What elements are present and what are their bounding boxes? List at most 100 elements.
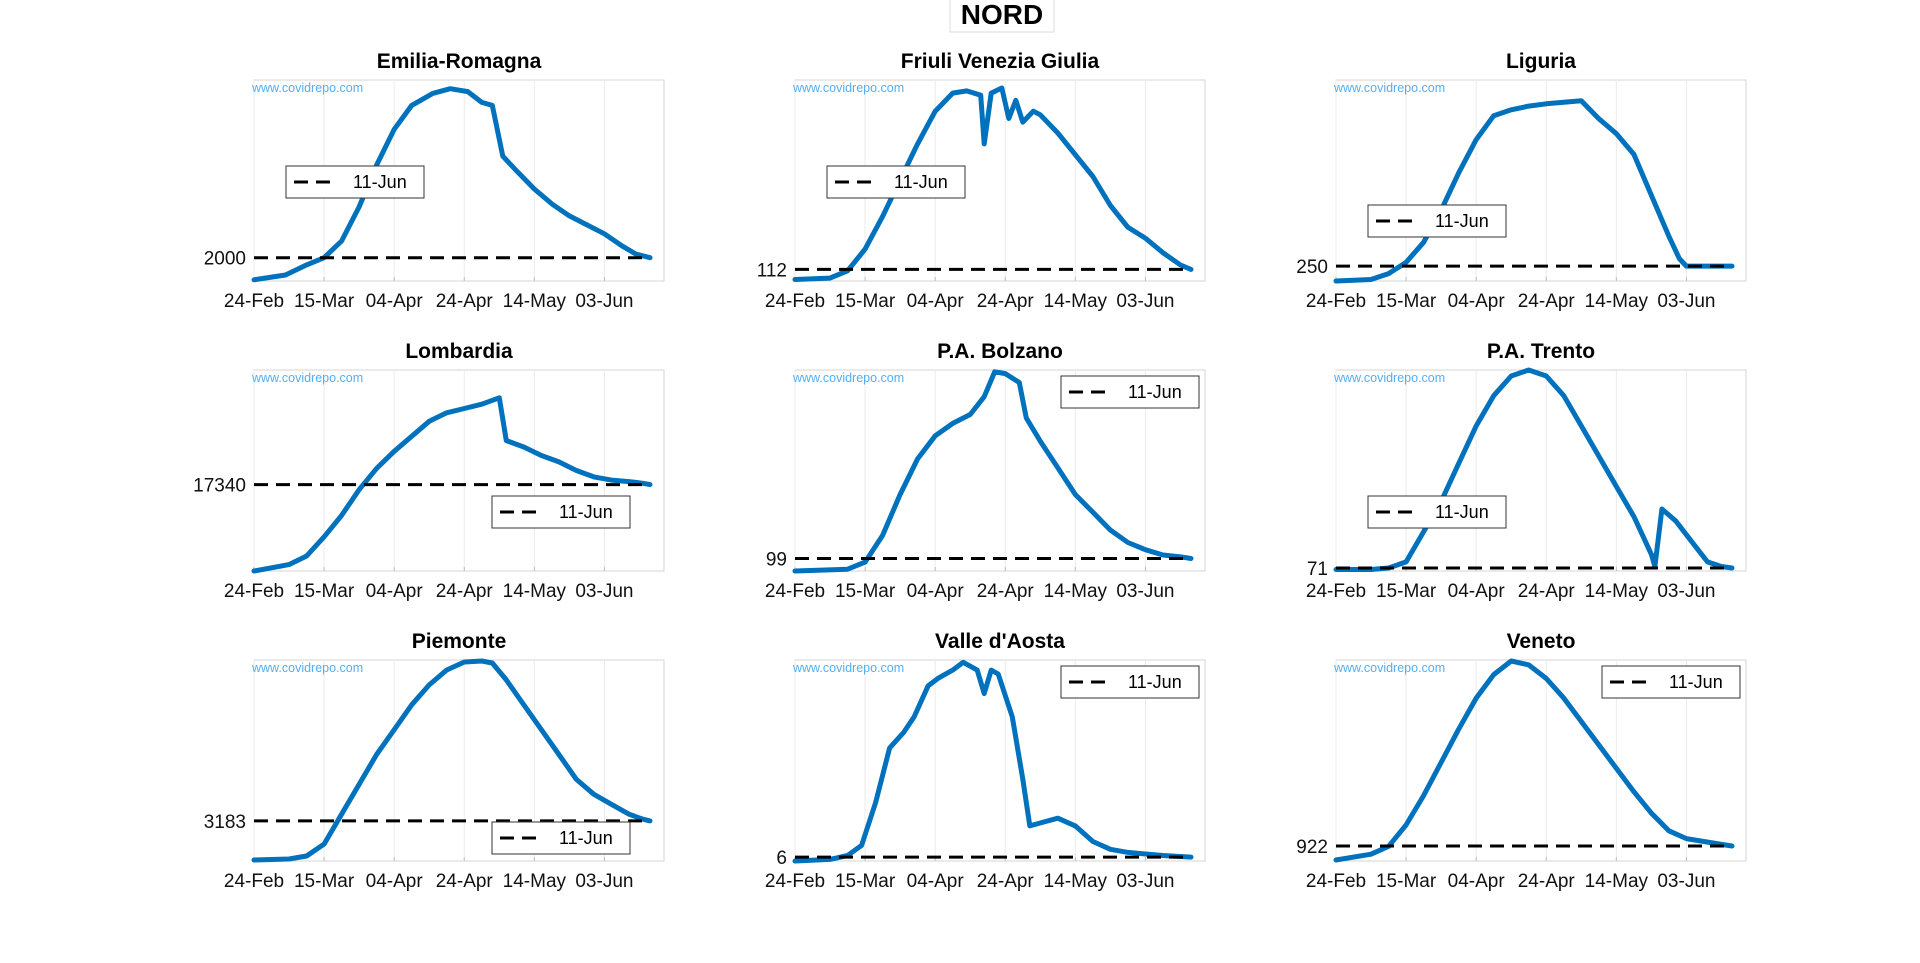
panel-title: P.A. Bolzano: [937, 340, 1063, 363]
panel-lombardia: 24-Feb 15-Mar 04-Apr 24-Apr 14-May 03-Jun 1734…: [193, 340, 665, 602]
legend-label: 11-Jun: [559, 828, 613, 848]
series-line: [1333, 658, 1735, 863]
x-tick-label: 24-Apr: [436, 581, 494, 602]
watermark-text: www.covidrepo.com: [792, 81, 904, 95]
x-tick-label: 14-May: [1044, 581, 1108, 602]
panel-liguria: 24-Feb 15-Mar 04-Apr 24-Apr 14-May 03-Jun 250 w…: [1296, 50, 1747, 312]
x-tick-label: 03-Jun: [1116, 291, 1174, 312]
x-tick-label: 24-Apr: [977, 291, 1035, 312]
legend-label: 11-Jun: [1435, 502, 1489, 522]
x-tick-label: 03-Jun: [575, 581, 633, 602]
x-tick-label: 03-Jun: [1116, 581, 1174, 602]
series-line: [1333, 98, 1735, 284]
x-tick-label: 14-May: [503, 581, 567, 602]
x-tick-label: 15-Mar: [1376, 581, 1437, 602]
x-tick-label: 14-May: [1044, 871, 1108, 892]
watermark-text: www.covidrepo.com: [792, 661, 904, 675]
axes-box: [253, 79, 665, 282]
x-tick-label: 24-Feb: [765, 871, 825, 892]
legend: 11-Jun: [1367, 204, 1507, 238]
x-tick-label: 24-Apr: [1518, 581, 1576, 602]
y-tick-label: 3183: [204, 812, 246, 833]
legend: 11-Jun: [1367, 495, 1507, 529]
x-tick-label: 04-Apr: [1448, 871, 1506, 892]
legend-box: [1367, 495, 1507, 529]
panel-p-a-bolzano: 24-Feb 15-Mar 04-Apr 24-Apr 14-May 03-Jun 99 ww…: [765, 340, 1206, 602]
x-tick-label: 24-Feb: [1306, 871, 1366, 892]
series-line: [251, 395, 653, 574]
x-tick-label: 15-Mar: [294, 871, 355, 892]
series-line: [792, 659, 1194, 864]
panel-veneto: 24-Feb 15-Mar 04-Apr 24-Apr 14-May 03-Jun 922 w…: [1296, 630, 1747, 892]
x-tick-label: 24-Feb: [224, 871, 284, 892]
watermark-text: www.covidrepo.com: [251, 81, 363, 95]
x-tick-label: 14-May: [503, 291, 567, 312]
x-tick-label: 24-Apr: [1518, 291, 1576, 312]
panel-emilia-romagna: 24-Feb 15-Mar 04-Apr 24-Apr 14-May 03-Jun 2000…: [204, 50, 665, 312]
panel-title: Veneto: [1507, 630, 1576, 653]
x-tick-label: 04-Apr: [366, 871, 424, 892]
legend: 11-Jun: [1601, 665, 1741, 699]
y-tick-label: 922: [1296, 837, 1328, 858]
x-tick-label: 14-May: [1044, 291, 1108, 312]
legend-label: 11-Jun: [1128, 382, 1182, 402]
y-tick-label: 112: [757, 260, 787, 281]
panel-title: Lombardia: [405, 340, 513, 363]
watermark-text: www.covidrepo.com: [1333, 661, 1445, 675]
x-tick-label: 15-Mar: [835, 291, 896, 312]
legend-label: 11-Jun: [353, 172, 407, 192]
x-tick-label: 24-Apr: [1518, 871, 1576, 892]
figure-title: NORD: [961, 0, 1043, 30]
x-tick-label: 04-Apr: [1448, 291, 1506, 312]
legend-box: [1060, 665, 1200, 699]
legend-label: 11-Jun: [1435, 211, 1489, 231]
x-tick-label: 15-Mar: [835, 581, 896, 602]
x-tick-label: 14-May: [1585, 581, 1649, 602]
x-tick-label: 14-May: [1585, 291, 1649, 312]
x-tick-label: 24-Apr: [977, 871, 1035, 892]
x-tick-label: 15-Mar: [1376, 871, 1437, 892]
x-tick-label: 04-Apr: [1448, 581, 1506, 602]
watermark-text: www.covidrepo.com: [251, 371, 363, 385]
panel-title: Piemonte: [412, 630, 507, 653]
legend-label: 11-Jun: [1128, 672, 1182, 692]
legend-box: [491, 495, 631, 529]
axes-box: [1335, 79, 1747, 282]
legend-box: [826, 165, 966, 199]
y-tick-label: 6: [776, 848, 787, 869]
panel-valle-d-aosta: 24-Feb 15-Mar 04-Apr 24-Apr 14-May 03-Jun 6 www…: [765, 630, 1206, 892]
legend-box: [491, 821, 631, 855]
x-tick-label: 04-Apr: [907, 291, 965, 312]
watermark-text: www.covidrepo.com: [1333, 81, 1445, 95]
series-line: [1333, 367, 1735, 572]
x-tick-label: 24-Feb: [1306, 581, 1366, 602]
legend-box: [1601, 665, 1741, 699]
x-tick-label: 15-Mar: [835, 871, 896, 892]
x-tick-label: 04-Apr: [907, 871, 965, 892]
legend-label: 11-Jun: [559, 502, 613, 522]
watermark-text: www.covidrepo.com: [1333, 371, 1445, 385]
watermark-text: www.covidrepo.com: [251, 661, 363, 675]
legend: 11-Jun: [491, 821, 631, 855]
legend-label: 11-Jun: [894, 172, 948, 192]
x-tick-label: 24-Apr: [977, 581, 1035, 602]
axes-box: [253, 369, 665, 572]
series-line: [792, 369, 1194, 574]
panel-piemonte: 24-Feb 15-Mar 04-Apr 24-Apr 14-May 03-Jun 3183…: [204, 630, 665, 892]
watermark-text: www.covidrepo.com: [792, 371, 904, 385]
y-tick-label: 99: [766, 550, 787, 571]
series-line: [251, 658, 653, 863]
legend-box: [285, 165, 425, 199]
x-tick-label: 24-Apr: [436, 291, 494, 312]
x-tick-label: 03-Jun: [575, 871, 633, 892]
legend: 11-Jun: [491, 495, 631, 529]
x-tick-label: 03-Jun: [1657, 291, 1715, 312]
y-tick-label: 71: [1307, 559, 1328, 580]
figure-title-box: [949, 0, 1055, 33]
x-tick-label: 03-Jun: [1657, 871, 1715, 892]
x-tick-label: 03-Jun: [575, 291, 633, 312]
x-tick-label: 03-Jun: [1657, 581, 1715, 602]
series-line: [251, 86, 653, 283]
legend: 11-Jun: [1060, 665, 1200, 699]
